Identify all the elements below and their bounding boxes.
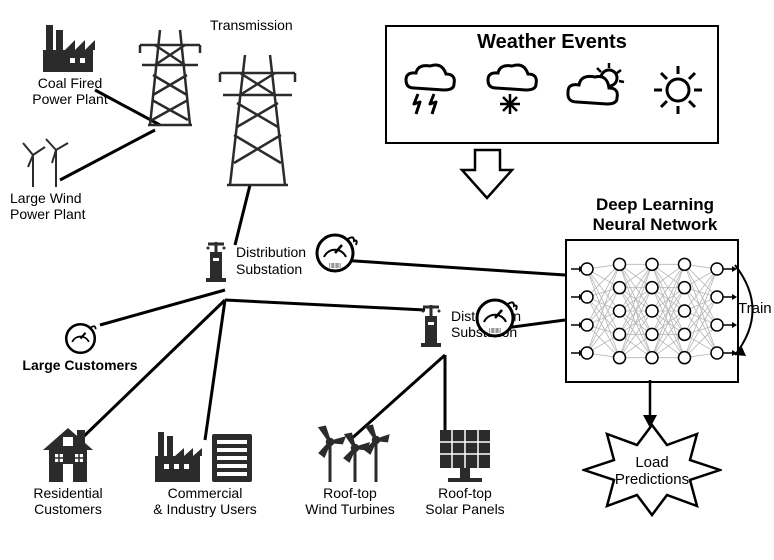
svg-text:|||||||||: |||||||||: [329, 263, 341, 269]
transmission-label: Transmission: [210, 17, 293, 33]
wind-turbine-icon: [18, 135, 73, 190]
svg-text:|||||||||: |||||||||: [489, 328, 501, 334]
rooftop-solar-label: Roof-topSolar Panels: [410, 485, 520, 517]
substation-icon: [200, 238, 232, 283]
dist-substation-1: DistributionSubstation: [200, 238, 320, 283]
coal-plant-node: Coal FiredPower Plant: [30, 20, 110, 107]
rooftop-wind-label: Roof-topWind Turbines: [295, 485, 405, 517]
storm-icon: [396, 60, 461, 120]
train-label: Train: [738, 300, 772, 317]
nn-title: Deep LearningNeural Network: [555, 195, 755, 235]
rooftop-solar-node: Roof-topSolar Panels: [410, 420, 520, 517]
tower-icon: [130, 15, 310, 190]
partly-sunny-icon: [561, 60, 631, 120]
commercial-node: Commercial& Industry Users: [140, 420, 270, 517]
large-cust-label: Large Customers: [15, 357, 145, 373]
rooftop-wind-node: Roof-topWind Turbines: [295, 420, 405, 517]
load-label: LoadPredictions: [582, 454, 722, 489]
nn-diagram-icon: [567, 241, 737, 381]
coal-plant-label: Coal FiredPower Plant: [30, 75, 110, 107]
large-customers-node: Large Customers: [15, 315, 145, 373]
dist-sub1-label: DistributionSubstation: [236, 244, 306, 276]
neural-network-node: Deep LearningNeural Network: [555, 195, 755, 379]
gauge-2: |||||||||: [470, 290, 520, 345]
gauge-icon: [58, 315, 103, 357]
residential-node: ResidentialCustomers: [18, 420, 118, 517]
load-predictions-node: LoadPredictions: [582, 420, 722, 525]
commercial-icon: [150, 420, 260, 485]
gauge-1: |||||||||: [310, 225, 360, 280]
solar-panel-icon: [430, 420, 500, 485]
sun-icon: [648, 60, 708, 120]
substation-icon: [415, 300, 447, 348]
large-wind-node: Large WindPower Plant: [10, 135, 80, 222]
snow-icon: [478, 60, 543, 120]
commercial-label: Commercial& Industry Users: [140, 485, 270, 517]
gauge-icon: |||||||||: [470, 290, 520, 340]
transmission-node: Transmission: [130, 15, 310, 190]
gauge-icon: |||||||||: [310, 225, 360, 275]
weather-title: Weather Events: [387, 31, 717, 54]
house-icon: [33, 420, 103, 485]
residential-label: ResidentialCustomers: [18, 485, 118, 517]
small-turbine-icon: [310, 420, 390, 485]
weather-box: Weather Events: [385, 25, 719, 144]
large-wind-label: Large WindPower Plant: [10, 190, 80, 222]
factory-icon: [40, 20, 100, 75]
